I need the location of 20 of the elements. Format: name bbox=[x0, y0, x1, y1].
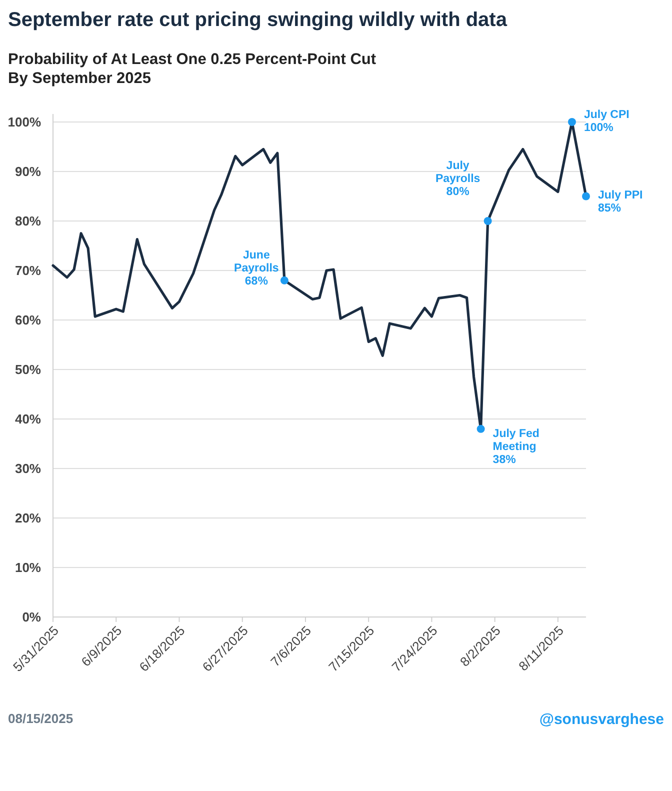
y-tick-label: 70% bbox=[14, 263, 42, 278]
y-tick-label: 60% bbox=[14, 312, 42, 328]
y-tick-label: 50% bbox=[14, 362, 42, 378]
y-tick-label: 90% bbox=[14, 164, 42, 180]
y-tick-label: 100% bbox=[8, 114, 42, 130]
annotation: June Payrolls 68% bbox=[234, 249, 279, 288]
y-tick-label: 0% bbox=[22, 610, 42, 625]
annotation: July PPI 85% bbox=[598, 189, 643, 214]
text: @sonusvarghese bbox=[539, 711, 664, 728]
text: 08/15/2025 bbox=[8, 711, 74, 726]
y-tick-label: 30% bbox=[14, 461, 42, 476]
y-tick-label: 40% bbox=[14, 412, 42, 427]
y-tick-label: 10% bbox=[14, 560, 42, 576]
chart-title: September rate cut pricing swinging wildly with data bbox=[8, 9, 508, 31]
annotation: July CPI 100% bbox=[584, 109, 630, 134]
y-tick-label: 80% bbox=[14, 214, 42, 229]
annotation: July Fed Meeting 38% bbox=[492, 428, 540, 466]
chart-subtitle: Probability of At Least One 0.25 Percent-Point Cut By September 2025 bbox=[8, 51, 376, 87]
y-tick-label: 20% bbox=[14, 510, 42, 526]
annotation: July Payrolls 80% bbox=[435, 160, 480, 198]
